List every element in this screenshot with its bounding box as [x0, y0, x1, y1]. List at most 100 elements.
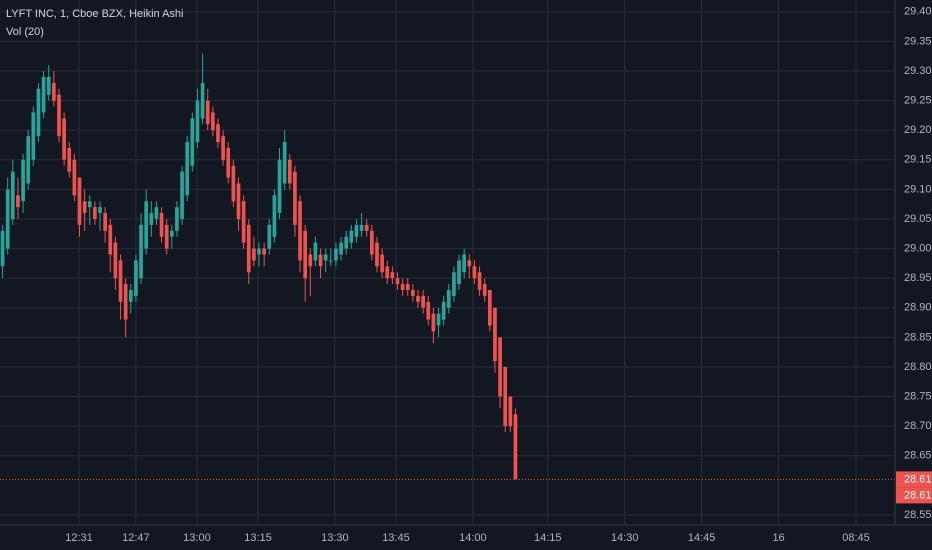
candle-body [313, 242, 318, 261]
y-tick-label: 28.65 [904, 450, 932, 462]
candle-body [113, 242, 118, 279]
x-tick-label: 13:30 [321, 532, 349, 544]
candle-body [46, 76, 51, 95]
y-tick-label: 29.00 [904, 242, 932, 254]
candle-body [231, 165, 236, 202]
candle-body [211, 112, 215, 131]
x-tick-label: 08:45 [842, 532, 870, 544]
candle-body [169, 230, 174, 237]
candle-body [262, 248, 266, 255]
candle-body [349, 230, 354, 243]
candle-body [416, 295, 420, 302]
candle-body [308, 254, 313, 267]
y-tick-label: 29.35 [904, 35, 932, 47]
x-tick-label: 13:00 [183, 532, 211, 544]
candle-body [108, 224, 113, 255]
candle-body [93, 207, 97, 219]
y-tick-label: 29.05 [904, 213, 932, 225]
candle-body [41, 76, 46, 113]
y-tick-label: 28.70 [904, 420, 932, 432]
candle-body [426, 301, 431, 320]
candle-body [267, 224, 272, 249]
candle-body [298, 201, 302, 261]
y-tick-label: 28.55 [904, 509, 932, 521]
candle-body [149, 213, 154, 225]
y-tick-label: 28.90 [904, 302, 932, 314]
candle-body [62, 118, 66, 160]
axes: 29.40 29.35 29.30 29.25 29.20 29.15 29.10 29.05… [65, 6, 932, 544]
candle-body [72, 159, 77, 196]
candle-body [134, 260, 138, 296]
y-tick-label: 29.30 [904, 65, 932, 77]
candle-body [477, 272, 482, 290]
candle-body [5, 189, 10, 249]
x-tick-label: 14:30 [611, 532, 639, 544]
candle-body [21, 159, 25, 202]
candle-body [98, 207, 102, 214]
candle-body [77, 177, 82, 225]
candle-body [128, 290, 133, 302]
x-tick-label: 13:45 [382, 532, 410, 544]
y-tick-label: 28.80 [904, 361, 932, 373]
candle-body [252, 248, 256, 261]
candle-body [82, 201, 87, 214]
y-tick-label: 29.25 [904, 95, 932, 107]
candle-body [487, 290, 492, 326]
candle-body [257, 248, 261, 255]
y-tick-label: 29.15 [904, 154, 932, 166]
candle-body [380, 254, 384, 273]
candle-body [370, 230, 374, 255]
candle-body [293, 171, 297, 225]
x-tick-label: 16 [772, 532, 784, 544]
candle-body [431, 313, 436, 332]
candle-body [36, 88, 41, 137]
candle-body [339, 242, 343, 255]
candle-body [241, 201, 246, 243]
candle-body [359, 224, 364, 231]
candle-body [154, 207, 159, 219]
x-tick-label: 12:47 [122, 532, 150, 544]
candle-body [0, 230, 5, 267]
candle-body [31, 112, 36, 160]
candle-body [200, 82, 205, 119]
candle-body [180, 171, 184, 219]
candle-body [441, 301, 446, 320]
candle-body [344, 236, 349, 249]
candle-body [508, 396, 513, 427]
price-label: 28.61 [904, 489, 932, 501]
candle-body [52, 82, 56, 101]
candle-body [144, 201, 149, 249]
candle-body [421, 295, 425, 308]
candles [0, 53, 895, 480]
candle-body [364, 224, 369, 231]
candle-body [395, 278, 400, 285]
y-tick-label: 29.10 [904, 183, 932, 195]
x-tick-label: 12:31 [65, 532, 93, 544]
price-label-box [896, 487, 932, 504]
candle-body [205, 100, 210, 125]
candle-body [498, 337, 502, 397]
candle-body [472, 266, 477, 279]
candle-body [272, 195, 277, 237]
chart-title: LYFT INC, 1, Cboe BZX, Heikin Ashi [6, 8, 184, 20]
candle-body [405, 284, 410, 290]
price-label: 28.61 [904, 473, 932, 485]
x-tick-label: 13:15 [244, 532, 272, 544]
candle-body [190, 118, 195, 166]
x-tick-label: 14:00 [459, 532, 487, 544]
candle-body [452, 272, 456, 296]
y-tick-label: 28.85 [904, 331, 932, 343]
candle-body [246, 224, 251, 273]
x-tick-label: 14:15 [534, 532, 562, 544]
y-tick-label: 28.95 [904, 272, 932, 284]
candle-body [164, 224, 169, 249]
candle-body [226, 147, 231, 178]
candle-body [375, 242, 379, 267]
candle-body [159, 213, 164, 237]
candle-body [318, 254, 323, 267]
x-tick-label: 14:45 [688, 532, 716, 544]
candle-body [236, 183, 241, 219]
